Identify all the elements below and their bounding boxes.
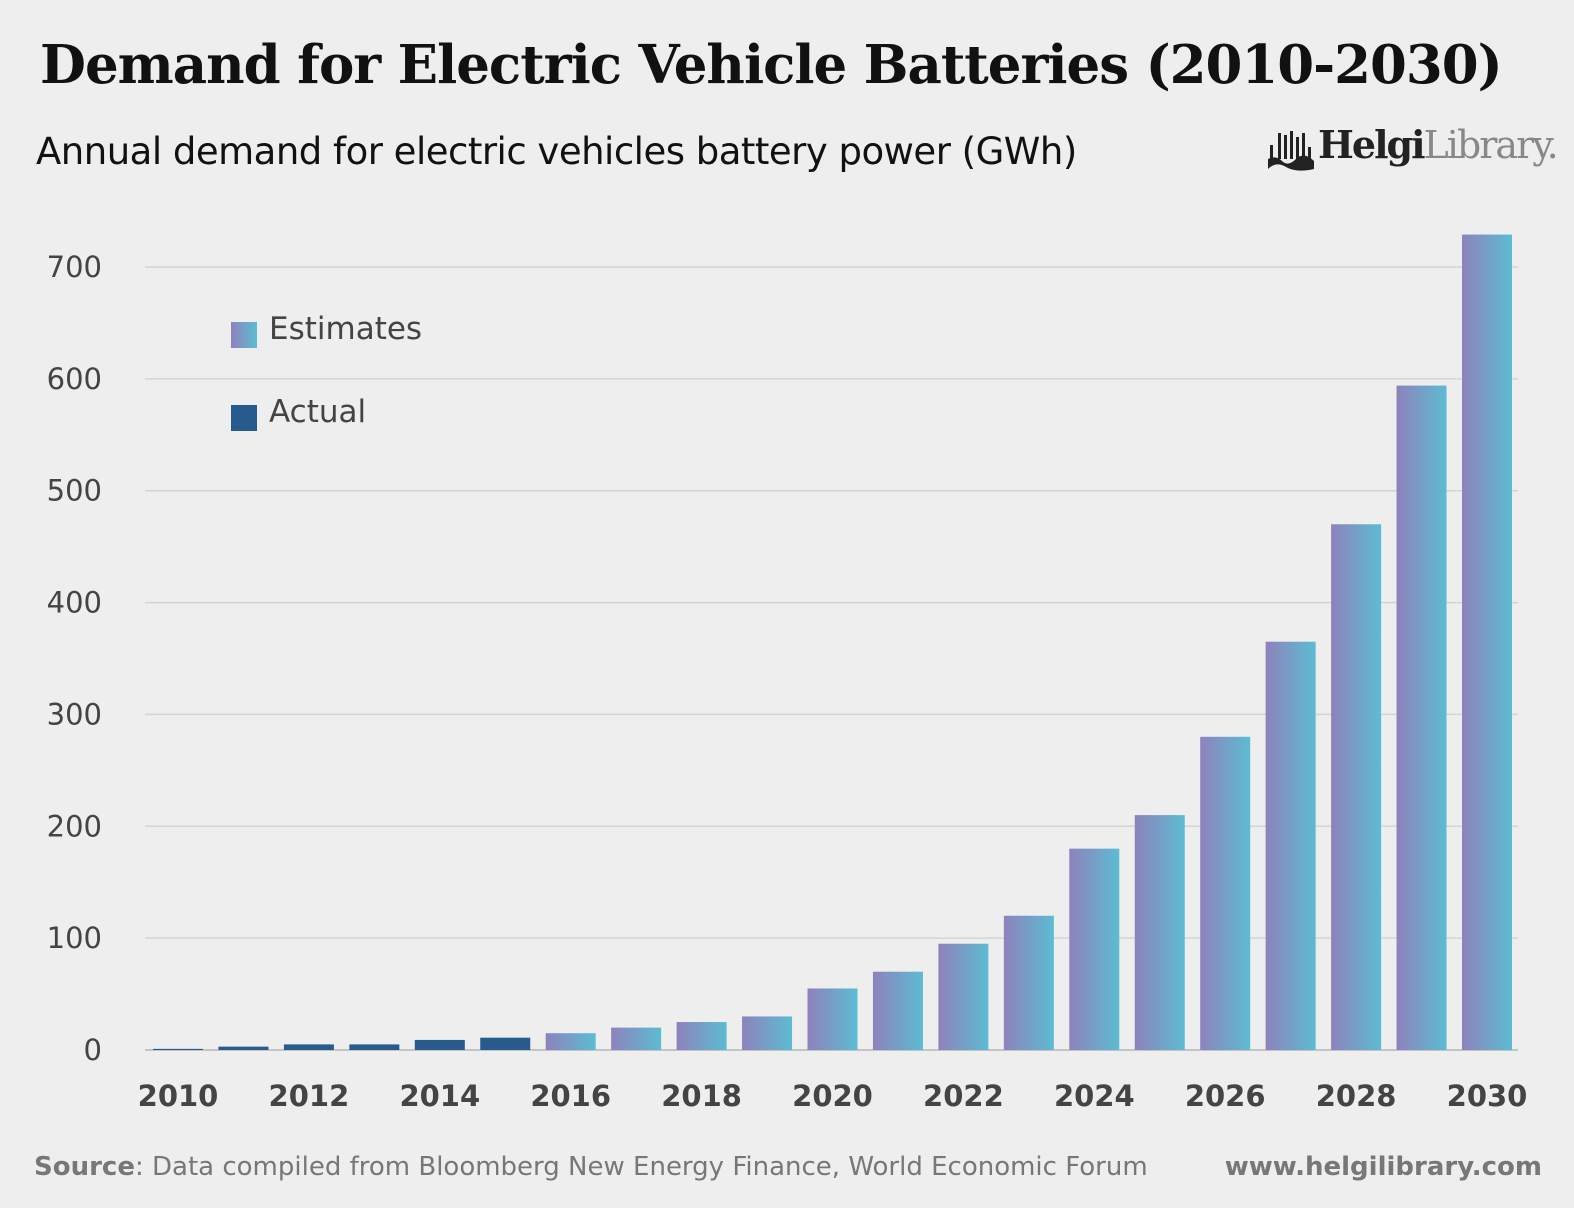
- bar-2013: [349, 1044, 400, 1050]
- x-tick-label: 2014: [399, 1079, 480, 1113]
- y-tick-label: 0: [84, 1033, 102, 1067]
- x-tick-label: 2028: [1316, 1079, 1397, 1113]
- bar-2012: [283, 1044, 334, 1050]
- chart-subtitle: Annual demand for electric vehicles batt…: [36, 130, 1077, 173]
- legend-label-estimates: Estimates: [269, 311, 422, 347]
- x-tick-label: 2024: [1054, 1079, 1135, 1113]
- bar-2022: [938, 943, 989, 1050]
- bar-2024: [1069, 848, 1120, 1050]
- x-tick-label: 2010: [138, 1079, 219, 1113]
- x-tick-label: 2026: [1185, 1079, 1266, 1113]
- bar-2027: [1265, 641, 1316, 1050]
- bar-2019: [742, 1016, 793, 1050]
- x-tick-label: 2020: [792, 1079, 873, 1113]
- y-tick-label: 700: [47, 250, 102, 284]
- logo-text-library: Library.: [1423, 123, 1559, 167]
- bar-2016: [545, 1033, 596, 1050]
- y-tick-label: 300: [47, 697, 102, 731]
- bar-2028: [1331, 524, 1382, 1050]
- bar-2018: [676, 1022, 727, 1050]
- logo-text-helgi: Helgi: [1318, 122, 1426, 167]
- chart-title: Demand for Electric Vehicle Batteries (2…: [40, 34, 1503, 96]
- bar-2030: [1462, 234, 1512, 1051]
- bar-2010: [153, 1048, 203, 1050]
- y-tick-label: 500: [47, 474, 102, 508]
- helgilibrary-logo: HelgiLibrary.: [1266, 122, 1559, 173]
- source-label: Source: [34, 1152, 135, 1182]
- x-tick-label: 2022: [923, 1079, 1004, 1113]
- bar-2025: [1134, 815, 1185, 1050]
- x-tick-label: 2016: [530, 1079, 611, 1113]
- y-tick-label: 400: [47, 586, 102, 620]
- x-tick-label: 2018: [661, 1079, 742, 1113]
- y-tick-label: 100: [47, 921, 102, 955]
- bar-2011: [218, 1046, 269, 1050]
- legend-label-actual: Actual: [269, 394, 366, 430]
- website-link[interactable]: www.helgilibrary.com: [1224, 1152, 1542, 1182]
- legend-swatch-estimates: [231, 322, 257, 348]
- bar-chart-logo-icon: [1268, 130, 1314, 171]
- y-tick-label: 600: [47, 362, 102, 396]
- bar-2026: [1200, 736, 1251, 1050]
- y-tick-label: 200: [47, 809, 102, 843]
- bar-2014: [414, 1039, 465, 1050]
- bar-2021: [872, 971, 923, 1050]
- legend-swatch-actual: [231, 405, 257, 431]
- legend: Estimates Actual: [231, 311, 422, 431]
- bar-2015: [480, 1037, 531, 1050]
- source-text: : Data compiled from Bloomberg New Energ…: [134, 1152, 1148, 1182]
- source-note: Source: Data compiled from Bloomberg New…: [34, 1152, 1148, 1182]
- x-tick-label: 2012: [269, 1079, 350, 1113]
- bar-2017: [611, 1027, 662, 1050]
- bar-2020: [807, 988, 858, 1050]
- x-tick-label: 2030: [1447, 1079, 1528, 1113]
- bar-2023: [1003, 915, 1054, 1050]
- bar-2029: [1396, 385, 1447, 1050]
